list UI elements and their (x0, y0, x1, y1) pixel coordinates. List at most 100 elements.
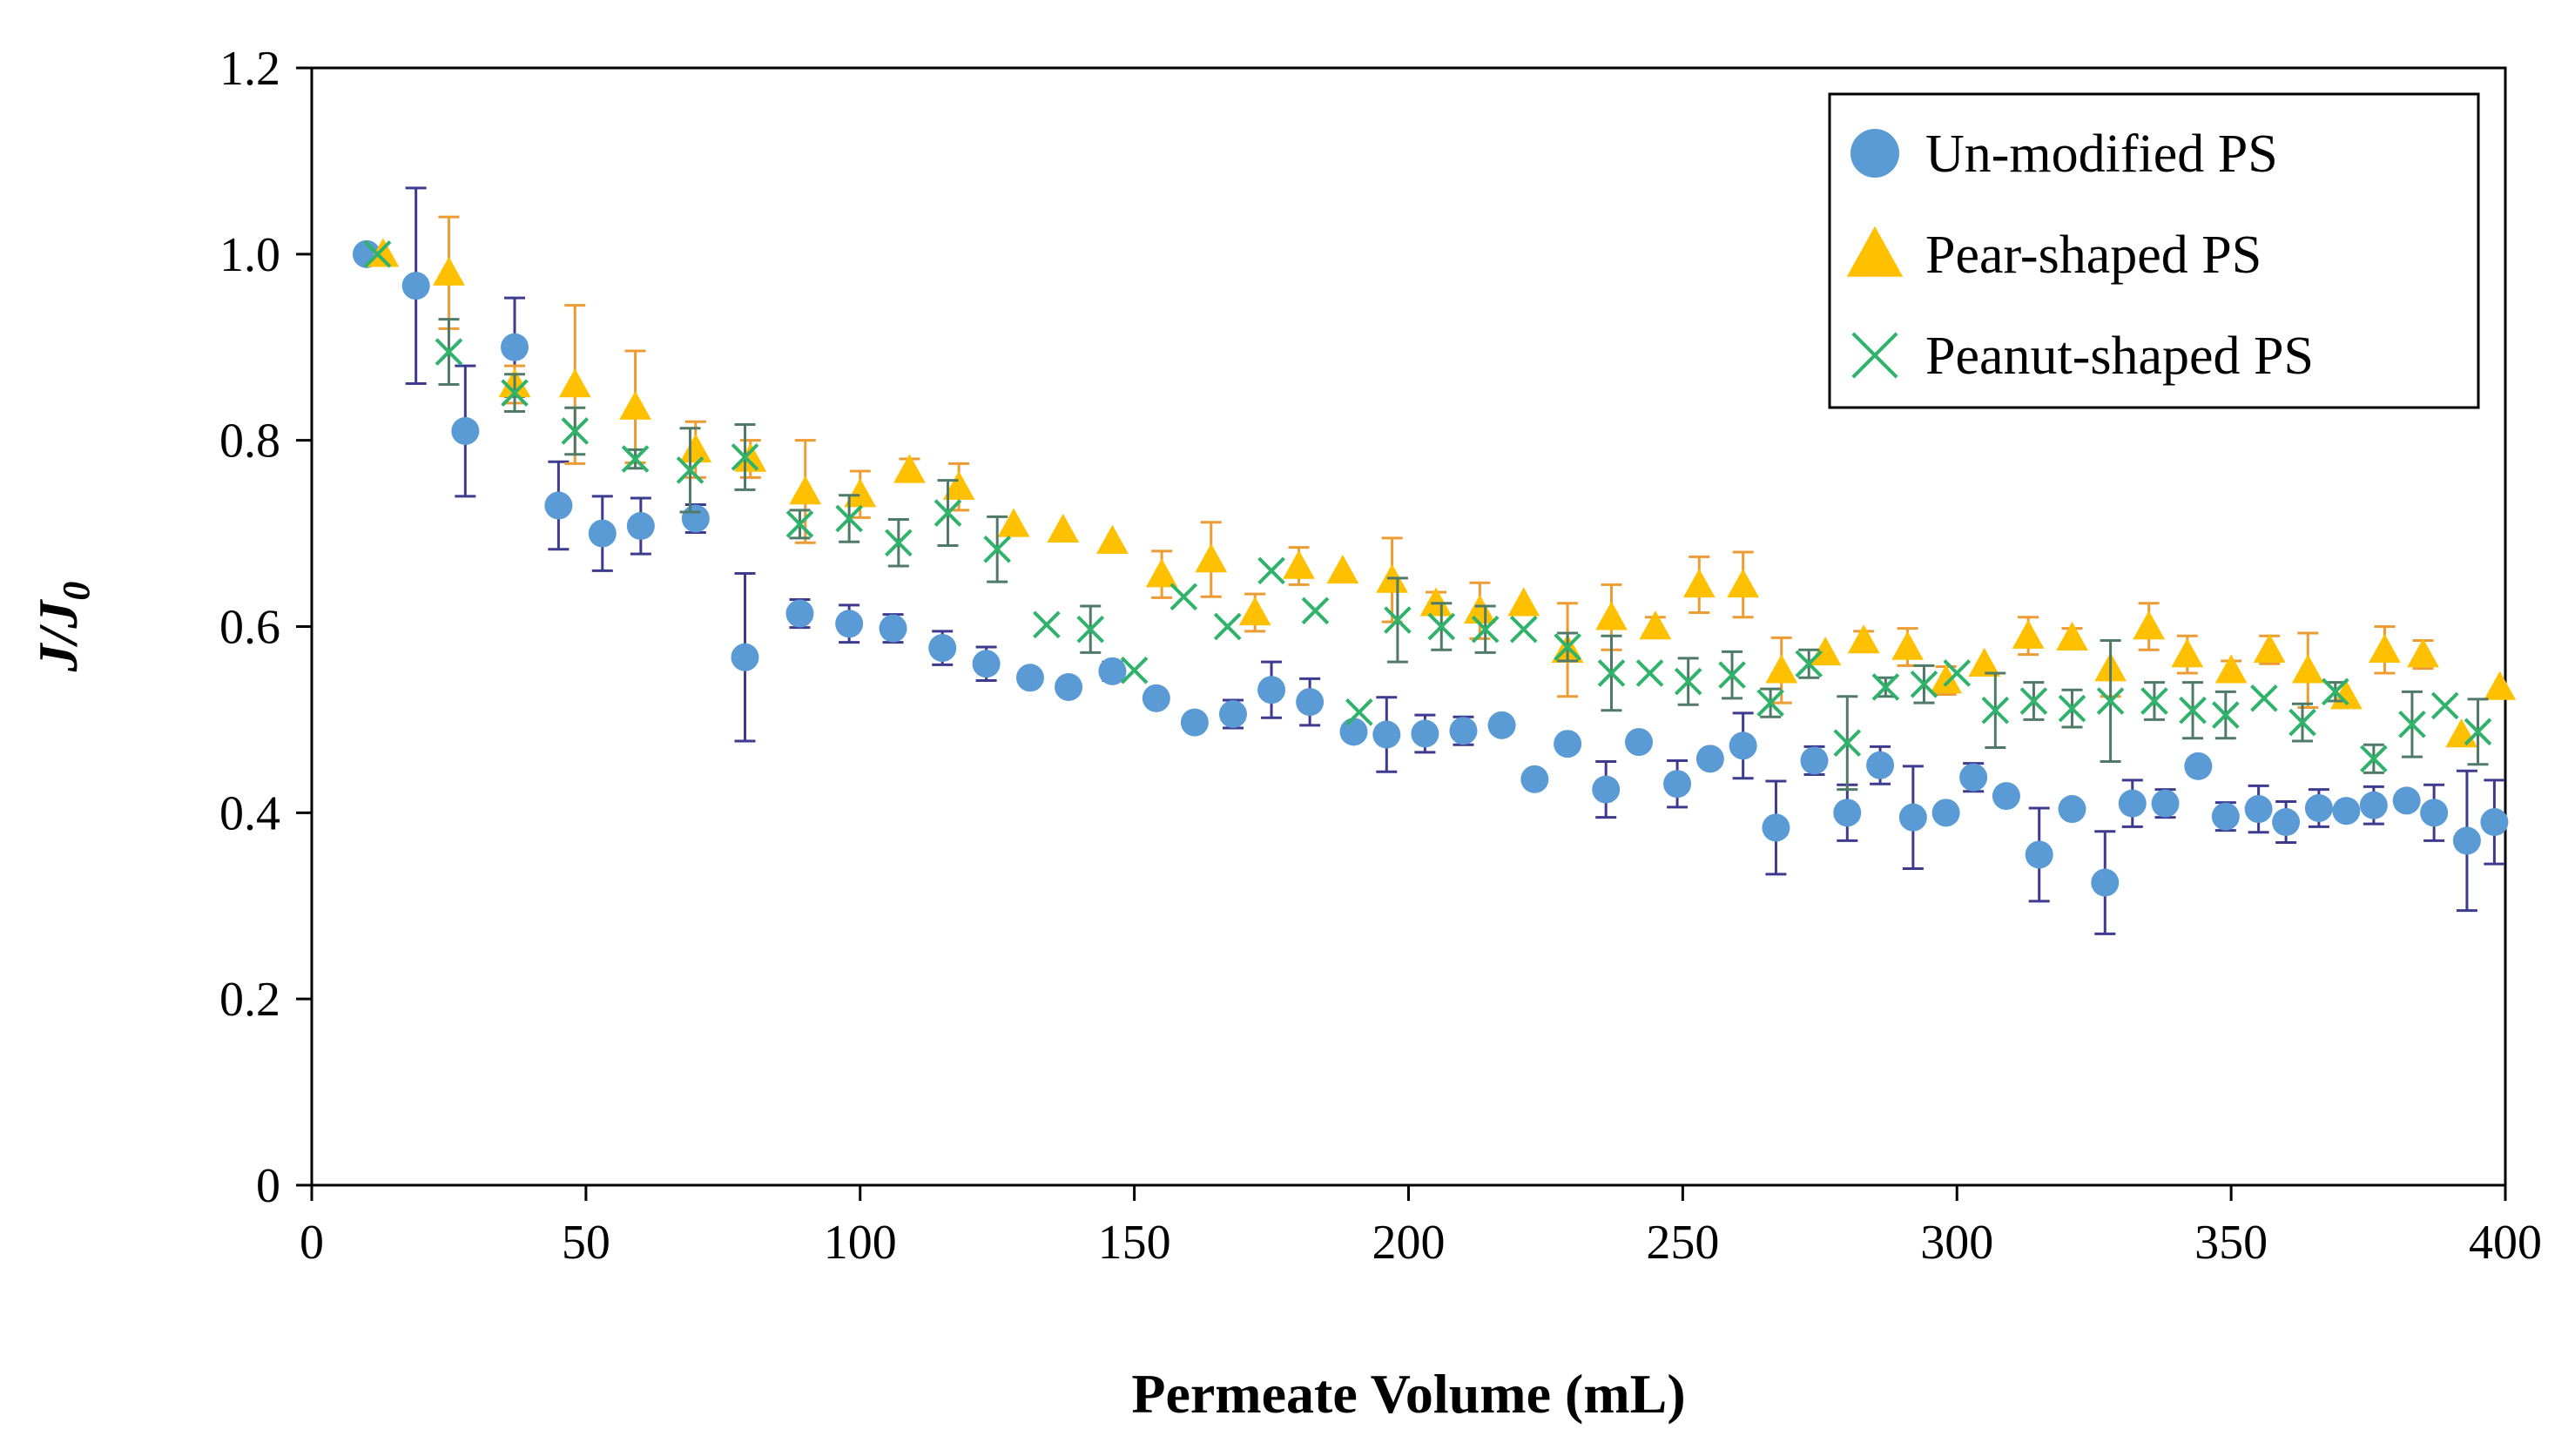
data-point (2012, 619, 2045, 649)
data-point (1554, 730, 1582, 758)
data-point (731, 643, 759, 671)
data-point (1180, 708, 1209, 737)
y-tick-label: 0.2 (219, 973, 280, 1027)
data-point (2096, 687, 2125, 715)
data-point (1449, 717, 1478, 745)
data-point (676, 456, 704, 484)
data-point (2359, 791, 2388, 819)
data-point (2171, 638, 2204, 668)
data-point (1959, 763, 1988, 792)
data-point (1471, 615, 1500, 644)
data-point (2056, 621, 2088, 651)
data-point (2332, 797, 2361, 826)
data-point (1507, 587, 1540, 617)
data-point (2253, 633, 2286, 663)
legend-item: Un-modified PS (1850, 125, 2278, 184)
data-point (2304, 793, 2333, 822)
data-point (972, 650, 1001, 678)
data-point (879, 614, 907, 643)
data-point (2019, 687, 2048, 715)
data-point (2025, 840, 2053, 869)
x-tick-label: 200 (1372, 1216, 1446, 1270)
data-point (501, 333, 529, 361)
data-point (1871, 673, 1900, 701)
data-point (1326, 554, 1359, 584)
data-point (363, 240, 392, 268)
data-point (1520, 765, 1549, 793)
data-point (1727, 568, 1760, 598)
data-point (1756, 689, 1784, 717)
data-point (934, 499, 962, 527)
data-point (401, 272, 430, 300)
data-point (621, 445, 650, 473)
data-point (1992, 782, 2020, 811)
data-point (588, 519, 617, 548)
data-point (2058, 795, 2086, 824)
data-point (1833, 729, 1862, 757)
data-point (1296, 688, 1325, 717)
data-point (2392, 786, 2421, 815)
y-tick-label: 0.6 (219, 601, 280, 655)
y-axis-ticks: 0 0.2 0.4 0.6 0.8 1.0 1.2 (219, 42, 312, 1213)
data-point (1592, 775, 1621, 804)
data-point (1833, 799, 1862, 827)
data-point (1931, 799, 1960, 827)
data-point (558, 368, 591, 398)
data-point (731, 443, 759, 471)
data-point (2430, 691, 2459, 720)
data-point (983, 535, 1012, 563)
data-point (1809, 637, 1842, 666)
data-point (2212, 701, 2240, 729)
data-point (1170, 583, 1198, 611)
data-point (1238, 597, 1271, 626)
data-point (1930, 664, 1963, 694)
data-point (1098, 657, 1127, 685)
data-point (1120, 656, 1149, 684)
data-point (1635, 659, 1664, 687)
data-point (1015, 664, 1044, 692)
data-point (1682, 568, 1716, 598)
data-point (1968, 647, 2001, 677)
data-point (2369, 633, 2401, 663)
legend-item: Peanut-shaped PS (1851, 327, 2314, 386)
data-point (1847, 624, 1880, 654)
data-point (619, 390, 651, 420)
data-point (1142, 684, 1170, 712)
data-point (1076, 615, 1105, 644)
data-point (2151, 789, 2180, 818)
y-tick-label: 1.0 (219, 228, 280, 282)
x-tick-label: 150 (1098, 1216, 1171, 1270)
data-point (785, 599, 814, 628)
data-point (1487, 711, 1516, 739)
data-point (2179, 696, 2207, 725)
x-tick-label: 50 (562, 1216, 610, 1270)
data-point (734, 442, 767, 472)
data-point (1055, 672, 1083, 701)
data-point (2140, 687, 2168, 715)
data-point (1595, 601, 1628, 630)
data-point (2058, 694, 2086, 723)
data-point (2321, 677, 2349, 706)
legend-box (1828, 92, 2480, 409)
data-point (1384, 606, 1412, 634)
series-layer (352, 186, 2517, 935)
data-point (2214, 654, 2248, 684)
data-point (1765, 654, 1798, 684)
data-point (2091, 868, 2120, 897)
data-point (835, 610, 864, 638)
data-point (1943, 659, 1972, 687)
legend-item: Pear-shaped PS (1846, 226, 2262, 285)
data-point (2118, 789, 2147, 818)
data-point (1096, 524, 1129, 554)
data-point (1729, 731, 1757, 760)
legend-label: Peanut-shaped PS (1925, 327, 2314, 386)
series-2-error-bars (438, 318, 2489, 792)
data-point (2244, 795, 2273, 824)
data-point (2445, 718, 2478, 748)
data-point (893, 454, 926, 483)
data-point (451, 416, 480, 445)
data-point (1695, 745, 1724, 773)
data-point (1213, 612, 1242, 641)
legend-marker (1850, 129, 1899, 178)
